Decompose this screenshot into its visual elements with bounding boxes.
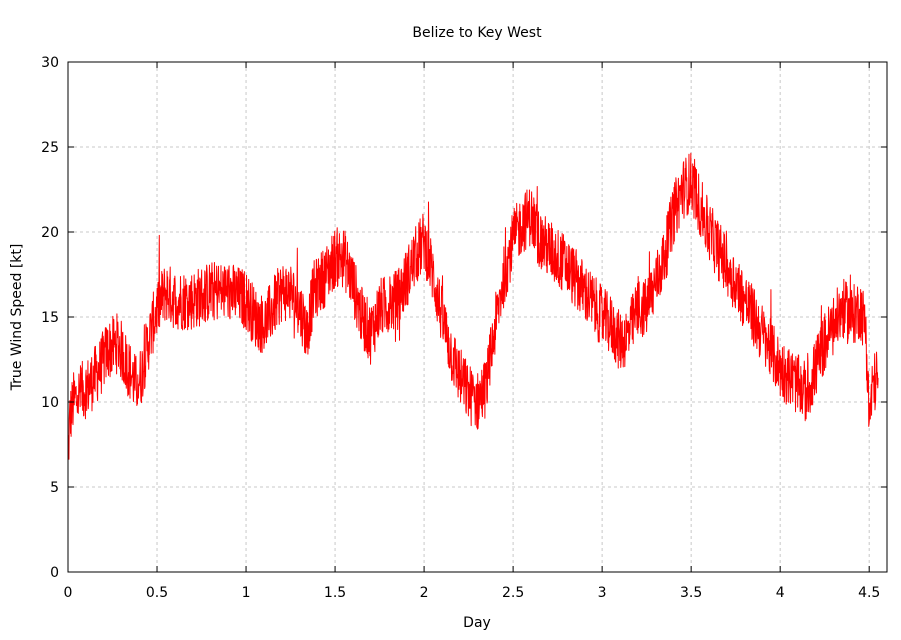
x-tick-label: 3 [598, 585, 607, 601]
x-tick-label: 4 [776, 585, 785, 601]
chart-title: Belize to Key West [412, 25, 542, 41]
wind-speed-series-line [67, 152, 879, 460]
y-tick-label: 0 [50, 565, 59, 581]
y-tick-label: 30 [41, 55, 59, 71]
x-tick-label: 3.5 [680, 585, 702, 601]
plot-area [67, 152, 879, 460]
x-tick-label: 1 [242, 585, 251, 601]
y-tick-label: 25 [41, 140, 59, 156]
x-tick-label: 4.5 [858, 585, 880, 601]
y-axis-title: True Wind Speed [kt] [9, 244, 25, 392]
y-tick-label: 5 [50, 480, 59, 496]
y-tick-label: 15 [41, 310, 59, 326]
x-tick-label: 0 [64, 585, 73, 601]
y-tick-label: 10 [41, 395, 59, 411]
x-tick-label: 2.5 [502, 585, 524, 601]
axis-ticks: 0 0.5 1 1.5 2 2.5 3 3.5 4 4.5 0 5 10 15 20 25 30 [41, 55, 887, 601]
x-tick-label: 2 [420, 585, 429, 601]
x-tick-label: 1.5 [324, 585, 346, 601]
y-tick-label: 20 [41, 225, 59, 241]
x-tick-label: 0.5 [146, 585, 168, 601]
x-axis-title: Day [463, 615, 491, 631]
